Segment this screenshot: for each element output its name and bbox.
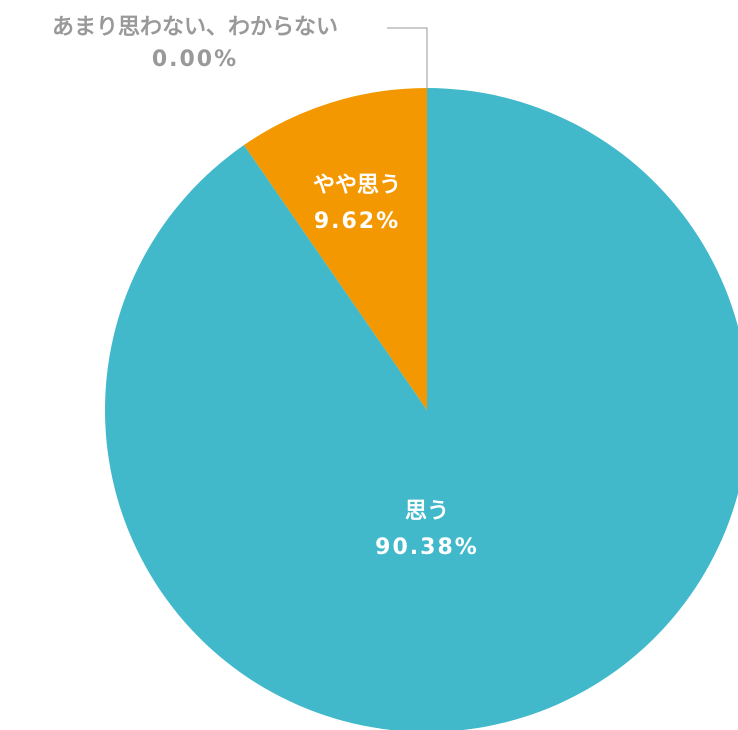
slice-value-label: 90.38% bbox=[375, 535, 479, 560]
slice-value-label: 9.62% bbox=[314, 209, 400, 234]
pie-slice bbox=[105, 88, 738, 730]
pie-slice bbox=[244, 88, 427, 410]
slice-label: あまり思わない、わからない bbox=[52, 15, 338, 40]
slice-label: 思う bbox=[405, 499, 449, 524]
slice-value-label: 0.00% bbox=[152, 47, 238, 72]
slice-label: やや思う bbox=[313, 173, 401, 198]
leader-line bbox=[387, 27, 428, 90]
